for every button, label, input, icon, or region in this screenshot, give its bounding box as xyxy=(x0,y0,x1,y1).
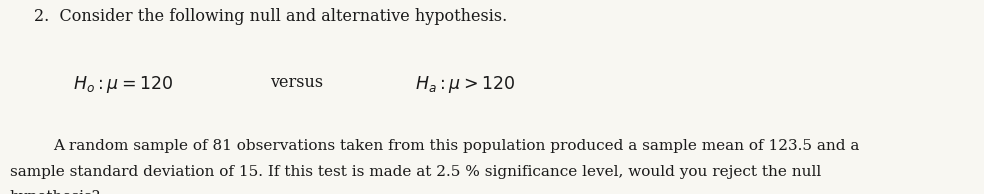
Text: A random sample of 81 observations taken from this population produced a sample : A random sample of 81 observations taken… xyxy=(53,139,860,153)
Text: sample standard deviation of 15. If this test is made at 2.5 % significance leve: sample standard deviation of 15. If this… xyxy=(10,165,821,179)
Text: $H_o:\mu = 120$: $H_o:\mu = 120$ xyxy=(73,74,172,95)
Text: $H_a:\mu > 120$: $H_a:\mu > 120$ xyxy=(415,74,515,95)
Text: 2.  Consider the following null and alternative hypothesis.: 2. Consider the following null and alter… xyxy=(33,8,507,25)
Text: versus: versus xyxy=(271,74,324,91)
Text: hypothesis?: hypothesis? xyxy=(10,190,100,194)
